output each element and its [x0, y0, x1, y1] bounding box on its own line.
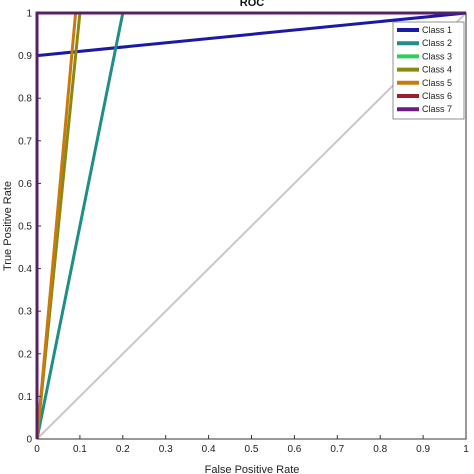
- x-ticks: 0 0.1 0.2 0.3 0.4 0.5 0.6 0.7 0.8 0.9 1: [34, 435, 469, 455]
- x-tick-label: 0.6: [287, 444, 301, 455]
- x-tick-label: 0.7: [330, 444, 344, 455]
- y-tick-label: 0.5: [18, 222, 32, 233]
- x-tick-label: 0.3: [159, 444, 173, 455]
- y-tick-label: 0.7: [18, 136, 32, 147]
- legend-label-class-2: Class 2: [422, 38, 452, 48]
- y-axis-title: True Positive Rate: [2, 181, 14, 271]
- legend-label-class-1: Class 1: [422, 25, 452, 35]
- y-ticks: 0 0.1 0.2 0.3 0.4 0.5 0.6 0.7 0.8 0.9 1: [18, 9, 41, 446]
- x-tick-label: 1: [463, 444, 469, 455]
- legend: Class 1 Class 2 Class 3 Class 4 Class 5 Class…: [392, 21, 465, 120]
- y-tick-label: 0: [26, 435, 32, 446]
- x-axis-title: False Positive Rate: [205, 464, 300, 474]
- chart-title: ROC: [240, 0, 265, 9]
- legend-label-class-6: Class 6: [422, 91, 452, 101]
- legend-label-class-5: Class 5: [422, 78, 452, 88]
- x-tick-label: 0: [34, 444, 40, 455]
- y-tick-label: 0.9: [18, 51, 32, 62]
- x-tick-label: 0.9: [416, 444, 430, 455]
- y-tick-label: 0.6: [18, 179, 32, 190]
- y-tick-label: 0.2: [18, 349, 32, 360]
- legend-label-class-7: Class 7: [422, 104, 452, 114]
- x-tick-label: 0.4: [202, 444, 216, 455]
- y-tick-label: 0.4: [18, 264, 32, 275]
- y-tick-label: 0.1: [18, 392, 32, 403]
- x-tick-label: 0.8: [373, 444, 387, 455]
- y-tick-label: 0.8: [18, 94, 32, 105]
- x-tick-label: 0.5: [245, 444, 259, 455]
- x-tick-label: 0.1: [73, 444, 87, 455]
- x-tick-label: 0.2: [116, 444, 130, 455]
- y-tick-label: 1: [26, 9, 32, 20]
- y-tick-label: 0.3: [18, 307, 32, 318]
- legend-label-class-4: Class 4: [422, 65, 452, 75]
- legend-label-class-3: Class 3: [422, 51, 452, 61]
